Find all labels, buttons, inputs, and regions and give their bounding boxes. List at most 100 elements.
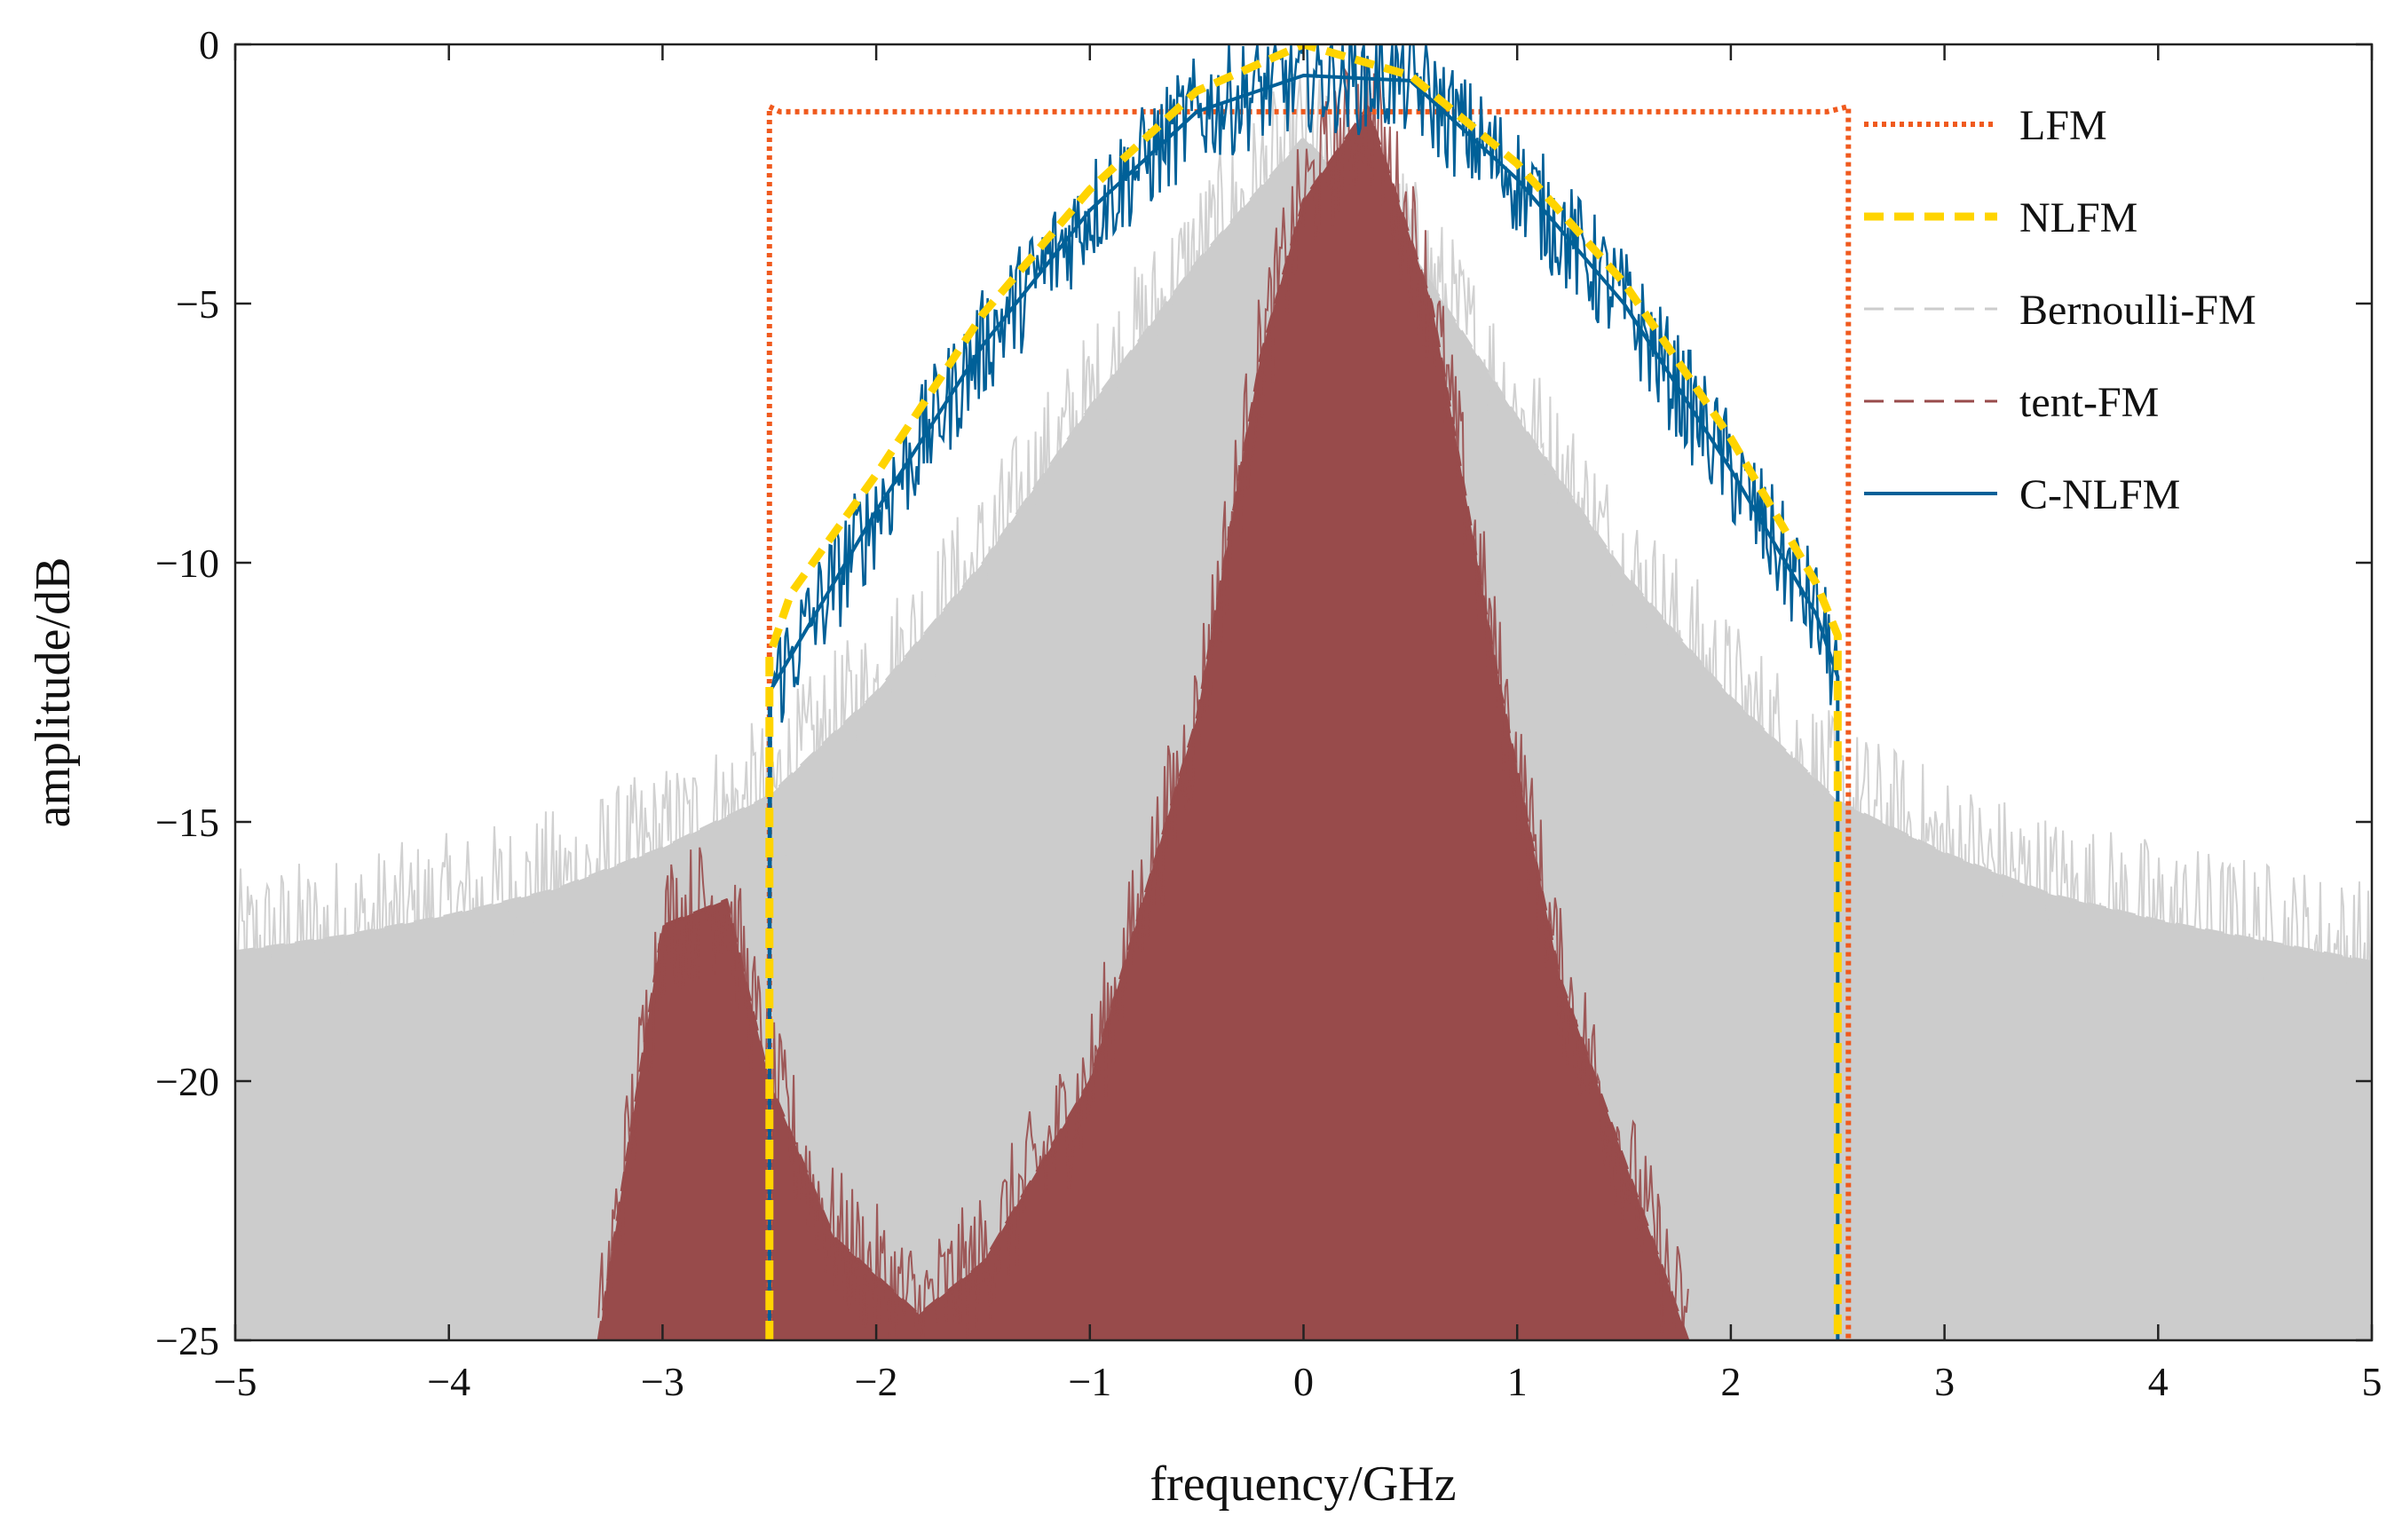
series-bernoulli-fm-noise [235, 64, 2372, 1041]
series-nlfm-line [765, 44, 1842, 1340]
series-bernoulli-fm-point [1516, 417, 1518, 419]
x-tick-label: 2 [1720, 1359, 1741, 1404]
series-lfm-point [1730, 111, 1732, 113]
series-nlfm-point [983, 313, 984, 315]
legend-label: C-NLFM [2019, 471, 2180, 518]
x-tick-label: −4 [427, 1359, 470, 1404]
series-tent-fm-point [1431, 303, 1433, 304]
series-nlfm-point [1410, 75, 1411, 76]
series-c-nlfm-point [1516, 178, 1518, 180]
series-lfm [766, 104, 1852, 1340]
series-tent-fm [597, 60, 1690, 1340]
series-nlfm-point [875, 474, 877, 476]
series-bernoulli-fm-point [1089, 407, 1091, 408]
series-nlfm-point [1196, 91, 1197, 92]
series-tent-fm-point [1089, 1080, 1091, 1082]
legend-item-lfm: LFM [1864, 102, 2107, 149]
series-tent-fm-fill [598, 107, 1688, 1340]
x-tick-label: 1 [1507, 1359, 1528, 1404]
series-bernoulli-fm-point [342, 936, 344, 937]
y-tick-label: −5 [176, 281, 219, 327]
series-nlfm-point [1815, 583, 1817, 585]
series-nlfm-point [1624, 282, 1625, 284]
series-bernoulli-fm-point [2264, 941, 2266, 943]
series-c-nlfm-point [1837, 676, 1839, 678]
series-tent-fm-point [1560, 976, 1561, 978]
series-lfm-point [1303, 111, 1305, 113]
x-tick-label: −1 [1068, 1359, 1111, 1404]
series-tent-fm-line [597, 105, 1690, 1340]
series-lfm-point [779, 111, 781, 113]
x-tick-label: −2 [855, 1359, 898, 1404]
series-nlfm-point [1837, 635, 1839, 636]
series-c-nlfm-point [1624, 303, 1625, 304]
series-lfm-point [769, 106, 770, 107]
legend-item-c-nlfm: C-NLFM [1864, 471, 2180, 518]
series-c-nlfm-point [1815, 614, 1817, 616]
series-bernoulli-fm-point [2158, 920, 2160, 921]
series-bernoulli-fm-point [2050, 894, 2052, 896]
y-tick-labels: 0 −5 −10 −15 −20 −25 [155, 22, 219, 1363]
series-tent-fm-point [726, 899, 728, 901]
y-tick-label: 0 [199, 22, 219, 67]
series-nlfm-point [790, 593, 792, 595]
legend-label: LFM [2019, 102, 2107, 149]
series-tent-fm-point [1495, 666, 1497, 667]
series-lfm-point [1826, 111, 1828, 113]
axes-frame [233, 43, 2374, 1342]
series-bernoulli-fm-line [235, 136, 2372, 964]
series-nlfm-point [1089, 189, 1091, 191]
legend-label: NLFM [2019, 194, 2137, 241]
series-tent-fm-point [918, 1314, 920, 1315]
series-bernoulli-fm-point [448, 914, 450, 916]
series-tent-fm-point [1196, 717, 1197, 719]
series-c-nlfm-point [1196, 111, 1197, 113]
series-c-nlfm-point [790, 655, 792, 657]
series-lfm-point [1516, 111, 1518, 113]
y-tick-label: −15 [155, 800, 219, 845]
series-nlfm [765, 44, 1842, 1340]
series-bernoulli-fm-point [875, 691, 877, 693]
series-tent-fm-point [1624, 1158, 1625, 1160]
x-tick-labels: −5 −4 −3 −2 −1 0 1 2 3 4 5 [214, 1359, 2382, 1404]
series-tent-fm-point [833, 1236, 834, 1237]
legend-label: tent-FM [2019, 379, 2159, 426]
series-bernoulli-fm-point [1730, 697, 1732, 699]
series-lfm-point [1089, 111, 1091, 113]
series-tent-fm-point [1303, 199, 1305, 201]
legend-item-tent-fm: tent-FM [1864, 379, 2159, 426]
legend-label: Bernoulli-FM [2019, 287, 2256, 334]
y-tick-label: −20 [155, 1059, 219, 1104]
series-c-nlfm-point [875, 510, 877, 512]
series-c-nlfm-point [1089, 209, 1091, 211]
legend: LFM NLFM Bernoulli-FM tent-FM C-NLFM [1864, 102, 2256, 518]
series-bernoulli-fm-point [662, 847, 664, 849]
series-nlfm-point [1516, 163, 1518, 165]
series-lfm-point [1848, 106, 1850, 107]
x-tick-label: 0 [1293, 1359, 1314, 1404]
x-axis-title: frequency/GHz [1150, 1457, 1456, 1512]
y-tick-label: −10 [155, 541, 219, 586]
x-tick-label: 4 [2148, 1359, 2169, 1404]
series-tent-fm-point [662, 925, 664, 927]
series-nlfm-point [769, 655, 770, 657]
y-axis-title: amplitude/dB [26, 557, 81, 828]
series-lfm-line [766, 104, 1852, 1340]
series-tent-fm-noise [597, 60, 1689, 1340]
series-lfm-point [875, 111, 877, 113]
series-bernoulli-fm-point [1303, 137, 1305, 138]
series-nlfm-point [1730, 438, 1732, 439]
series-bernoulli-fm-point [1944, 852, 1946, 854]
series-c-nlfm-point [1303, 75, 1305, 76]
series-bernoulli-fm-point [1624, 573, 1625, 574]
series-bernoulli-fm-point [1196, 262, 1197, 264]
series-tent-fm-point [983, 1262, 984, 1264]
series-c-nlfm-point [983, 344, 984, 346]
series-bernoulli-fm-point [555, 888, 557, 890]
series-tent-fm-point [1260, 355, 1262, 357]
x-tick-label: −5 [214, 1359, 257, 1404]
series-bernoulli-fm-point [983, 562, 984, 564]
legend-item-nlfm: NLFM [1864, 194, 2137, 241]
